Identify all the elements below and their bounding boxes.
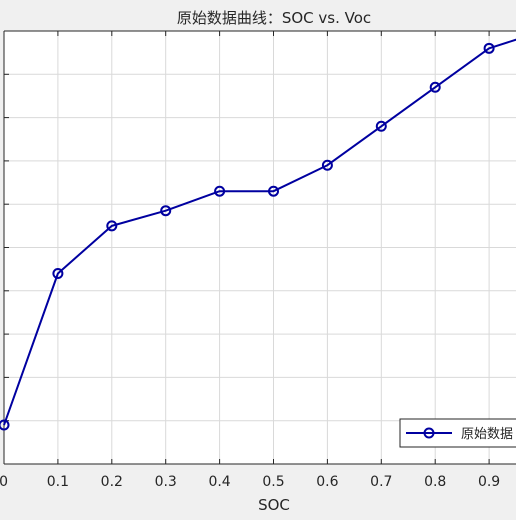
grid-lines [4, 31, 516, 464]
series-line [3, 38, 516, 426]
x-tick-label: 0.1 [47, 474, 69, 490]
data-point-marker [268, 185, 279, 197]
data-point-marker [214, 185, 226, 197]
data-point-marker [0, 419, 10, 431]
x-tick-label: 0.7 [370, 474, 392, 490]
data-point-marker [160, 205, 172, 217]
x-tick-label: 0.4 [208, 474, 230, 490]
x-tick-label: 0.8 [424, 474, 446, 490]
x-tick-label: 0 [0, 474, 8, 490]
chart-title: 原始数据曲线：SOC vs. Voc [177, 9, 371, 27]
x-tick-label: 0.3 [155, 474, 177, 490]
data-point-marker [52, 267, 64, 279]
x-tick-label: 0.5 [262, 474, 284, 490]
data-point-marker [375, 120, 387, 132]
x-axis-label: SOC [258, 496, 290, 514]
x-tick-label: 0.2 [101, 474, 123, 490]
legend: 原始数据 [399, 418, 516, 448]
legend-label: 原始数据 [461, 427, 513, 442]
axis-ticks: 0 0.1 0.2 0.3 0.4 0.5 0.6 0.7 0.8 0.9 [0, 30, 500, 490]
x-tick-label: 0.6 [316, 474, 338, 490]
data-point-marker [106, 220, 118, 232]
data-point-marker [429, 81, 441, 93]
data-point-marker [321, 159, 333, 171]
legend-marker-sample [423, 427, 435, 439]
x-tick-label: 0.9 [478, 474, 500, 490]
data-point-marker [483, 42, 495, 54]
series-layer [0, 38, 516, 431]
